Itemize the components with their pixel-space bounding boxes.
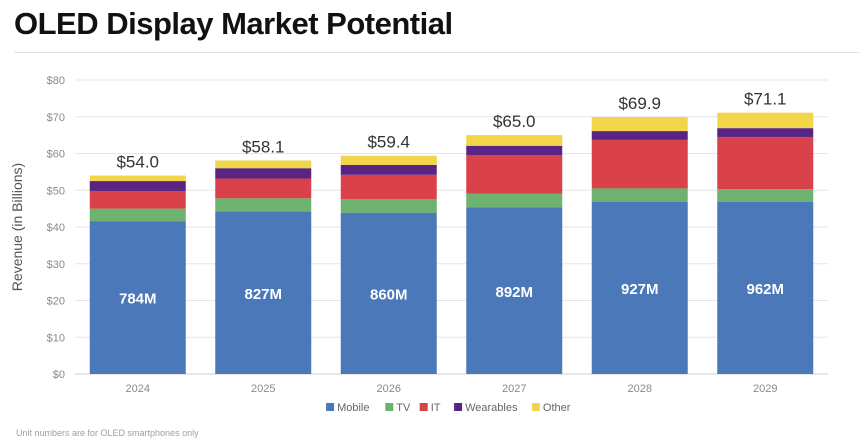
bar-wearables-2027 bbox=[466, 145, 563, 156]
bar-tv-2024 bbox=[89, 208, 186, 222]
unit-label: 962M bbox=[746, 281, 784, 298]
bar-other-2026 bbox=[340, 155, 437, 165]
x-tick-label: 2027 bbox=[502, 383, 526, 395]
bar-tv-2026 bbox=[340, 199, 437, 213]
bar-mobile-2024 bbox=[89, 221, 186, 374]
bar-other-2024 bbox=[89, 175, 186, 182]
y-tick-label: $10 bbox=[47, 332, 65, 344]
x-tick-label: 2028 bbox=[628, 383, 652, 395]
unit-label: 927M bbox=[621, 281, 659, 298]
bar-it-2025 bbox=[215, 178, 312, 199]
bar-other-2028 bbox=[591, 117, 688, 132]
bar-other-2025 bbox=[215, 160, 312, 169]
footnote: Unit numbers are for OLED smartphones on… bbox=[16, 428, 199, 438]
bar-mobile-2027 bbox=[466, 207, 563, 374]
y-tick-label: $60 bbox=[47, 149, 65, 161]
bar-tv-2028 bbox=[591, 188, 688, 203]
bar-mobile-2029 bbox=[717, 201, 814, 374]
legend-label: Mobile bbox=[337, 402, 369, 414]
bar-mobile-2026 bbox=[340, 212, 437, 374]
y-tick-label: $0 bbox=[53, 369, 65, 381]
bar-tv-2029 bbox=[717, 189, 814, 202]
y-axis-label: Revenue (in Billions) bbox=[9, 163, 25, 291]
bar-tv-2025 bbox=[215, 198, 312, 212]
total-label: $71.1 bbox=[744, 90, 787, 109]
bar-it-2027 bbox=[466, 155, 563, 194]
total-label: $69.9 bbox=[618, 94, 661, 113]
y-tick-label: $70 bbox=[47, 112, 65, 124]
legend-swatch bbox=[385, 403, 394, 411]
legend-swatch bbox=[326, 403, 335, 411]
y-tick-label: $20 bbox=[47, 296, 65, 308]
total-label: $59.4 bbox=[367, 133, 410, 152]
legend-label: Wearables bbox=[465, 402, 518, 414]
legend-label: IT bbox=[431, 402, 441, 414]
bar-wearables-2026 bbox=[340, 164, 437, 175]
unit-label: 827M bbox=[244, 286, 282, 303]
bar-it-2026 bbox=[340, 174, 437, 200]
legend-swatch bbox=[419, 403, 428, 411]
bar-other-2027 bbox=[466, 135, 563, 146]
unit-label: 860M bbox=[370, 286, 408, 303]
bar-wearables-2025 bbox=[215, 168, 312, 179]
legend-swatch bbox=[531, 403, 540, 411]
total-label: $54.0 bbox=[116, 153, 159, 172]
total-label: $58.1 bbox=[242, 137, 285, 156]
legend-label: Other bbox=[543, 402, 571, 414]
bar-wearables-2028 bbox=[591, 131, 688, 140]
bar-it-2024 bbox=[89, 190, 186, 209]
unit-label: 784M bbox=[119, 291, 157, 308]
x-tick-label: 2029 bbox=[753, 383, 777, 395]
bar-wearables-2029 bbox=[717, 128, 814, 137]
legend-swatch bbox=[454, 403, 463, 411]
total-label: $65.0 bbox=[493, 112, 536, 131]
bar-wearables-2024 bbox=[89, 181, 186, 191]
chart-title: OLED Display Market Potential bbox=[14, 6, 453, 41]
unit-label: 892M bbox=[495, 284, 533, 301]
bar-mobile-2025 bbox=[215, 211, 312, 374]
bar-it-2029 bbox=[717, 136, 814, 190]
x-tick-label: 2026 bbox=[377, 383, 401, 395]
bar-other-2029 bbox=[717, 112, 814, 129]
y-tick-label: $30 bbox=[47, 259, 65, 271]
legend-label: TV bbox=[396, 402, 411, 414]
bar-mobile-2028 bbox=[591, 202, 688, 374]
y-tick-label: $40 bbox=[47, 222, 65, 234]
bar-it-2028 bbox=[591, 139, 688, 189]
bar-tv-2027 bbox=[466, 193, 563, 208]
y-tick-label: $50 bbox=[47, 185, 65, 197]
x-tick-label: 2024 bbox=[126, 383, 150, 395]
x-tick-label: 2025 bbox=[251, 383, 275, 395]
y-tick-label: $80 bbox=[47, 75, 65, 87]
title-divider bbox=[14, 52, 860, 53]
